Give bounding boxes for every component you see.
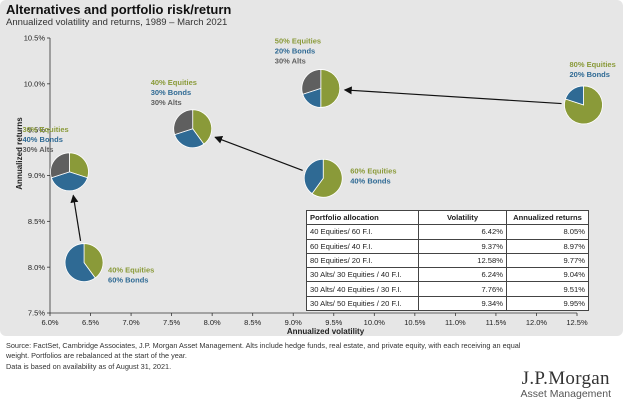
x-axis-label: Annualized volatility bbox=[287, 327, 365, 336]
pie-slice-equities bbox=[311, 158, 343, 198]
table-row: 60 Equities/ 40 F.I. 9.37% 8.97% bbox=[306, 238, 589, 254]
pie-slice-bonds bbox=[564, 85, 584, 106]
pie-slice-alts bbox=[301, 69, 322, 95]
logo-sub-text: Asset Management bbox=[520, 388, 611, 400]
source-footnote: Source: FactSet, Cambridge Associates, J… bbox=[6, 341, 521, 360]
x-tick-label: 6.0% bbox=[41, 318, 58, 327]
pie-point bbox=[50, 152, 89, 192]
y-axis-label: Annualized returns bbox=[15, 117, 24, 190]
table-row: 80 Equities/ 20 F.I. 12.58% 9.77% bbox=[306, 252, 589, 269]
table-row: 40 Equities/ 60 F.I. 6.42% 8.05% bbox=[306, 224, 589, 240]
pie-slice-bonds bbox=[64, 243, 96, 282]
table-cell-allocation: 30 Alts/ 50 Equities / 20 F.I. bbox=[306, 295, 419, 312]
pie-slice-equities bbox=[320, 69, 341, 108]
pie-slice-bonds bbox=[174, 128, 205, 149]
x-tick-label: 9.0% bbox=[285, 318, 302, 327]
table-cell-returns: 9.04% bbox=[506, 267, 589, 283]
x-tick-label: 10.5% bbox=[404, 318, 426, 327]
availability-footnote: Data is based on availability as of Augu… bbox=[6, 362, 172, 371]
arrow bbox=[70, 194, 82, 241]
x-tick-label: 12.5% bbox=[566, 318, 588, 327]
x-tick-label: 9.5% bbox=[325, 318, 342, 327]
pie-point bbox=[301, 69, 341, 108]
table-cell-volatility: 9.37% bbox=[418, 238, 507, 254]
table-cell-volatility: 6.42% bbox=[418, 224, 507, 240]
pie-label: 40% Bonds bbox=[350, 176, 390, 185]
x-tick-label: 11.5% bbox=[486, 318, 507, 327]
table-cell-returns: 8.97% bbox=[506, 238, 589, 254]
pie-slice-bonds bbox=[303, 158, 324, 195]
pie-label: 40% Equities bbox=[151, 78, 197, 87]
table-cell-volatility: 7.76% bbox=[418, 281, 507, 297]
pie-label: 80% Equities bbox=[569, 60, 615, 69]
x-tick-label: 7.5% bbox=[163, 318, 180, 327]
table-cell-volatility: 12.58% bbox=[418, 252, 507, 269]
pie-slice-alts bbox=[173, 109, 194, 136]
pie-slice-equities bbox=[192, 109, 213, 145]
pie-label: 20% Bonds bbox=[569, 70, 609, 79]
table-cell-returns: 9.95% bbox=[506, 295, 589, 312]
pie-slice-bonds bbox=[50, 171, 89, 192]
y-tick-label: 10.0% bbox=[24, 80, 46, 89]
table-cell-returns: 9.51% bbox=[506, 281, 589, 297]
pie-slice-alts bbox=[50, 152, 70, 179]
table-cell-allocation: 80 Equities/ 20 F.I. bbox=[306, 252, 419, 269]
y-tick-label: 9.0% bbox=[28, 171, 45, 180]
pie-slice-equities bbox=[69, 152, 89, 179]
pie-point bbox=[173, 109, 213, 149]
pie-label: 30% Equities bbox=[22, 125, 68, 134]
table-cell-volatility: 6.24% bbox=[418, 267, 507, 283]
pie-label: 50% Equities bbox=[275, 36, 321, 45]
x-tick-label: 11.0% bbox=[445, 318, 466, 327]
table-header-returns: Annualized returns bbox=[506, 209, 589, 226]
pie-label: 30% Alts bbox=[275, 56, 306, 65]
table-cell-allocation: 30 Alts/ 40 Equities / 30 F.I. bbox=[306, 281, 419, 297]
table-header-row: Portfolio allocation Volatility Annualiz… bbox=[306, 209, 589, 226]
table-header-allocation: Portfolio allocation bbox=[306, 209, 419, 226]
table-cell-allocation: 30 Alts/ 30 Equities / 40 F.I. bbox=[306, 267, 419, 283]
chart-subtitle: Annualized volatility and returns, 1989 … bbox=[6, 17, 228, 28]
table-cell-volatility: 9.34% bbox=[418, 295, 507, 312]
x-tick-label: 10.0% bbox=[364, 318, 386, 327]
x-tick-label: 6.5% bbox=[82, 318, 99, 327]
pie-label: 30% Bonds bbox=[151, 88, 191, 97]
pie-point bbox=[564, 85, 603, 125]
pie-label: 30% Alts bbox=[151, 98, 182, 107]
logo-main-text: J.P.Morgan bbox=[521, 368, 610, 389]
arrow bbox=[343, 86, 562, 105]
x-tick-label: 12.0% bbox=[526, 318, 548, 327]
x-tick-label: 8.5% bbox=[244, 318, 261, 327]
y-tick-label: 9.5% bbox=[28, 125, 45, 134]
y-tick-label: 8.0% bbox=[28, 263, 45, 272]
table-cell-allocation: 40 Equities/ 60 F.I. bbox=[306, 224, 419, 240]
pie-label: 60% Equities bbox=[350, 166, 396, 175]
pie-slice-equities bbox=[83, 243, 104, 279]
x-tick-label: 8.0% bbox=[204, 318, 221, 327]
pie-label: 20% Bonds bbox=[275, 46, 315, 55]
table-row: 30 Alts/ 30 Equities / 40 F.I. 6.24% 9.0… bbox=[306, 267, 589, 283]
chart-title: Alternatives and portfolio risk/return bbox=[6, 2, 232, 17]
table-cell-returns: 8.05% bbox=[506, 224, 589, 240]
pie-label: 40% Equities bbox=[108, 266, 154, 275]
jpmorgan-logo: J.P.Morgan Asset Management bbox=[521, 368, 611, 400]
table-cell-returns: 9.77% bbox=[506, 252, 589, 269]
table-cell-allocation: 60 Equities/ 40 F.I. bbox=[306, 238, 419, 254]
table-row: 30 Alts/ 40 Equities / 30 F.I. 7.76% 9.5… bbox=[306, 281, 589, 297]
scatter-chart: 6.0% 6.5% 7.0% 7.5% 8.0% 8.5% 9.0% 9.5% 10.0% 10.… bbox=[15, 34, 616, 336]
pie-point bbox=[64, 243, 104, 282]
table-row: 30 Alts/ 50 Equities / 20 F.I. 9.34% 9.9… bbox=[306, 295, 589, 312]
allocation-table: Portfolio allocation Volatility Annualiz… bbox=[306, 209, 589, 312]
table-header-volatility: Volatility bbox=[418, 209, 507, 226]
y-tick-label: 8.5% bbox=[28, 217, 45, 226]
y-tick-label: 10.5% bbox=[24, 34, 46, 43]
arrow bbox=[214, 136, 303, 172]
y-tick-label: 7.5% bbox=[28, 309, 45, 318]
pie-point bbox=[303, 158, 343, 198]
pie-label: 40% Bonds bbox=[22, 135, 62, 144]
pie-label: 30% Alts bbox=[22, 145, 53, 154]
x-tick-label: 7.0% bbox=[123, 318, 140, 327]
pie-label: 60% Bonds bbox=[108, 276, 148, 285]
